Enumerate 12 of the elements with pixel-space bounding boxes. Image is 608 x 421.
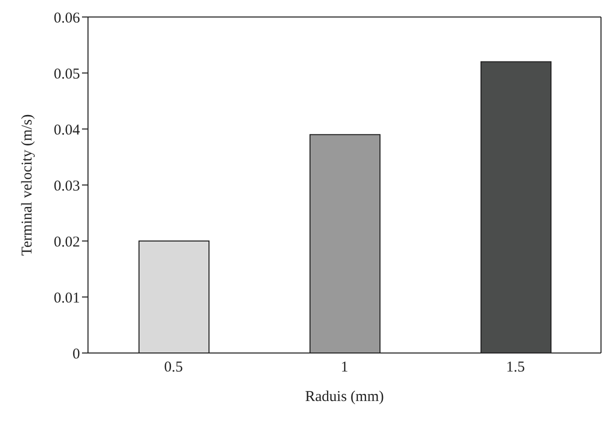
y-tick-label: 0.01 [54, 290, 80, 306]
y-tick-label: 0 [72, 346, 80, 362]
y-tick-label: 0.03 [54, 178, 80, 194]
y-tick-label: 0.06 [54, 10, 80, 26]
y-tick-label: 0.05 [54, 66, 80, 82]
x-axis-title: Raduis (mm) [305, 389, 384, 405]
x-tick-label: 1 [340, 360, 348, 376]
x-tick-label: 0.5 [164, 360, 183, 376]
x-tick-label: 1.5 [506, 360, 525, 376]
y-tick-label: 0.02 [54, 234, 80, 250]
y-axis-title: Terminal velocity (m/s) [19, 114, 36, 256]
y-tick-label: 0.04 [54, 122, 80, 138]
